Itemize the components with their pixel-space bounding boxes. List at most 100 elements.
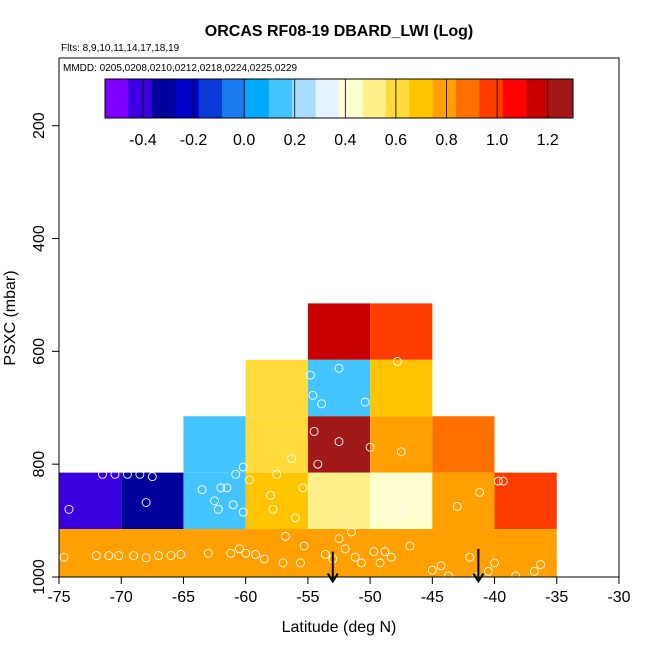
data-point bbox=[498, 476, 508, 486]
data-point bbox=[313, 459, 323, 469]
data-point bbox=[297, 307, 307, 317]
colorbar-swatch bbox=[502, 79, 527, 118]
heatmap-cell bbox=[59, 529, 557, 577]
colorbar-swatch bbox=[432, 79, 457, 118]
data-point bbox=[154, 551, 164, 561]
marker-arrow-head bbox=[472, 572, 485, 584]
data-point bbox=[287, 454, 297, 463]
heatmap-cell bbox=[432, 416, 495, 473]
heatmap-cell bbox=[59, 472, 122, 530]
colorbar-tick-label: 0.0 bbox=[233, 132, 255, 149]
data-point bbox=[176, 549, 186, 559]
data-point bbox=[114, 551, 124, 561]
heatmap-cell bbox=[245, 359, 308, 417]
x-tick-label: -35 bbox=[545, 589, 568, 606]
data-point bbox=[369, 547, 379, 557]
y-tick-label: 800 bbox=[31, 451, 48, 478]
heatmap-cell bbox=[370, 359, 433, 417]
data-point bbox=[400, 505, 410, 515]
data-point bbox=[334, 437, 344, 447]
x-tick-label: -50 bbox=[359, 589, 382, 606]
colorbar-tick-label: 0.4 bbox=[334, 132, 356, 149]
heatmap-cell bbox=[307, 359, 371, 417]
colorbar-tick-label: 1.0 bbox=[486, 132, 508, 149]
data-point bbox=[393, 357, 402, 366]
colorbar-tick-label: 0.8 bbox=[435, 132, 457, 149]
data-point bbox=[241, 548, 251, 558]
data-point bbox=[213, 504, 223, 514]
data-point bbox=[308, 390, 318, 400]
heatmap-cell bbox=[307, 416, 371, 473]
data-point bbox=[511, 571, 521, 581]
colorbar-swatch bbox=[245, 79, 270, 118]
y-tick-label: 1000 bbox=[31, 559, 48, 595]
colorbar-swatch bbox=[456, 79, 480, 118]
data-point bbox=[228, 500, 238, 510]
data-point bbox=[216, 483, 226, 493]
y-axis-label: PSXC (mbar) bbox=[2, 270, 19, 365]
data-point bbox=[334, 534, 344, 544]
plot-frame bbox=[58, 57, 620, 578]
data-point bbox=[238, 507, 248, 517]
data-point bbox=[104, 551, 114, 561]
data-point bbox=[231, 469, 241, 479]
data-point bbox=[490, 558, 500, 568]
colorbar-swatch bbox=[198, 79, 223, 118]
data-point bbox=[278, 558, 288, 568]
colorbar-swatch bbox=[479, 79, 504, 118]
chart-title: ORCAS RF08-19 DBARD_LWI (Log) bbox=[205, 23, 473, 40]
data-point bbox=[396, 447, 406, 457]
data-point bbox=[203, 548, 213, 558]
data-point bbox=[405, 541, 415, 551]
data-point bbox=[305, 370, 315, 380]
x-tick-label: -40 bbox=[483, 589, 506, 606]
colorbar-swatch bbox=[409, 79, 434, 118]
colorbar-swatch bbox=[549, 79, 574, 118]
x-tick-label: -70 bbox=[110, 589, 133, 606]
data-point bbox=[483, 566, 493, 576]
heatmap-cell bbox=[121, 472, 184, 530]
data-point bbox=[427, 565, 437, 575]
data-point bbox=[299, 541, 309, 551]
data-point bbox=[465, 552, 475, 562]
data-point bbox=[529, 566, 539, 576]
data-point bbox=[268, 504, 278, 514]
data-point bbox=[365, 442, 375, 452]
y-tick-label: 400 bbox=[31, 225, 48, 252]
data-point bbox=[234, 544, 244, 554]
colorbar-tick-label: 1.2 bbox=[537, 132, 559, 149]
data-point bbox=[141, 498, 151, 507]
colorbar-swatch bbox=[339, 79, 363, 118]
colorbar: -0.4 -0.2 0.0 0.2 0.4 0.6 0.8 1.0 1.2 bbox=[104, 78, 574, 149]
data-point bbox=[444, 571, 453, 581]
data-point bbox=[281, 531, 290, 541]
heatmap-cell bbox=[432, 472, 495, 530]
colorbar-swatch bbox=[315, 79, 340, 118]
x-tick-label: -55 bbox=[296, 589, 319, 606]
data-point bbox=[320, 549, 330, 559]
heatmap-cell bbox=[370, 472, 433, 530]
data-point bbox=[375, 558, 385, 568]
data-point bbox=[334, 363, 344, 373]
data-point bbox=[360, 397, 370, 407]
data-point bbox=[59, 552, 69, 562]
heatmap-cell bbox=[494, 472, 557, 530]
data-point bbox=[340, 544, 350, 554]
data-point bbox=[222, 483, 232, 493]
data-point bbox=[290, 513, 300, 523]
colorbar-swatch bbox=[292, 79, 317, 118]
x-tick-label: -45 bbox=[421, 589, 444, 606]
colorbar-tick-label: 0.6 bbox=[385, 132, 407, 149]
data-point bbox=[493, 476, 503, 486]
colorbar-swatch bbox=[526, 79, 551, 118]
heatmap-cell bbox=[183, 472, 246, 530]
data-point bbox=[197, 485, 207, 495]
marker-arrow-head bbox=[326, 572, 339, 584]
axes: -75 -70 -65 -60 -55 -50 -45 -40 -35 -30 200 400 600 8… bbox=[31, 57, 631, 606]
data-point bbox=[298, 483, 308, 493]
heatmap-cell bbox=[245, 416, 308, 473]
data-point bbox=[129, 551, 139, 561]
data-point bbox=[452, 502, 462, 511]
data-point bbox=[350, 552, 360, 562]
